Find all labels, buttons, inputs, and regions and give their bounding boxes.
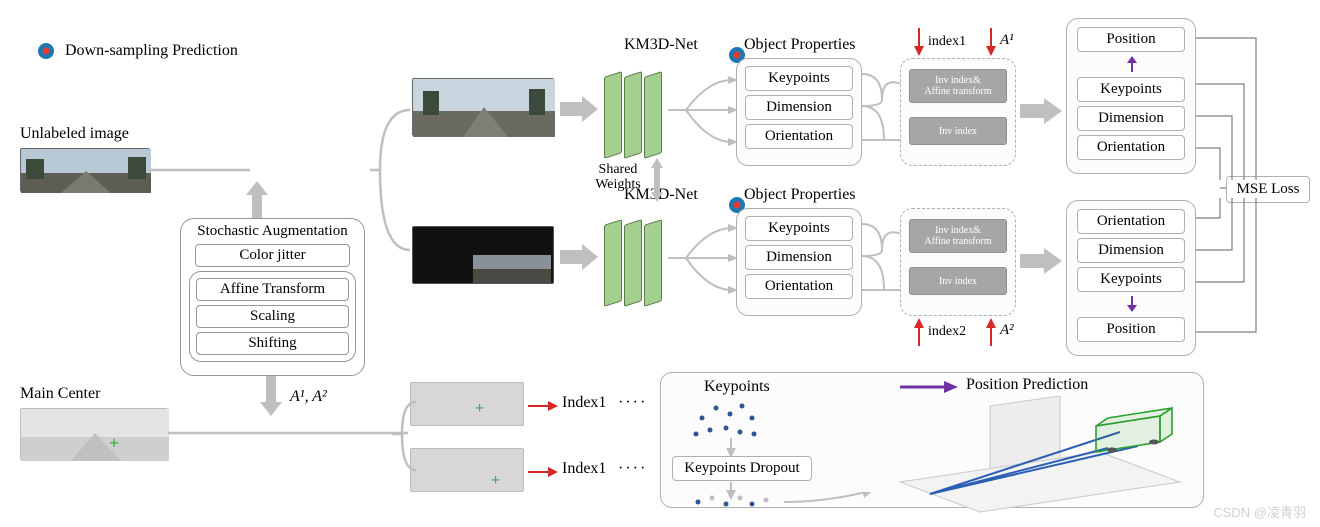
svg-text:+: +	[491, 472, 500, 489]
aug-color-jitter: Color jitter	[195, 244, 350, 267]
aug-scene-1-icon	[413, 79, 555, 137]
index1-label: index1	[928, 34, 966, 50]
red-arrow-index-1	[528, 398, 558, 414]
svg-text:+: +	[109, 433, 119, 453]
out2-position: Position	[1077, 317, 1185, 342]
index1-bottom-a-label: Index1	[562, 394, 606, 412]
index-branch-lines	[392, 384, 418, 494]
object-properties-2-label: Object Properties	[744, 186, 856, 204]
props1-orientation: Orientation	[745, 124, 853, 149]
flow-line-main-center	[168, 428, 408, 438]
stochastic-aug-title: Stochastic Augmentation	[181, 219, 364, 240]
output-2-container: Orientation Dimension Keypoints Position	[1066, 200, 1196, 356]
aug-scene-2-icon	[413, 227, 555, 285]
props2-dimension: Dimension	[745, 245, 853, 270]
inv2-affine: Inv index& Affine transform	[909, 219, 1007, 253]
km3d-net-2	[604, 208, 674, 308]
keypoints-dropout-box: Keypoints Dropout	[672, 456, 812, 481]
props2-keypoints: Keypoints	[745, 216, 853, 241]
a1a2-label: A¹, A²	[290, 388, 327, 406]
position-prediction-label: Position Prediction	[966, 376, 1088, 394]
aug-shifting: Shifting	[196, 332, 349, 355]
out2-orientation: Orientation	[1077, 209, 1185, 234]
shared-weights-label: Shared Weights	[590, 162, 646, 193]
inv-container-2: Inv index& Affine transform Inv index	[900, 208, 1016, 316]
main-center-label: Main Center	[20, 385, 100, 403]
index-thumb-2: +	[410, 448, 524, 492]
fat-arrow-out-1	[1020, 96, 1064, 126]
props1-keypoints: Keypoints	[745, 66, 853, 91]
aug-scaling: Scaling	[196, 305, 349, 328]
3d-scene	[860, 396, 1190, 516]
main-center-thumb: +	[20, 408, 168, 460]
out1-position: Position	[1077, 27, 1185, 52]
inv1-index: Inv index	[909, 117, 1007, 145]
red-up-arrow-index2	[910, 318, 928, 346]
aug-image-1	[412, 78, 554, 136]
km3d-net-1-label: KM3D-Net	[624, 36, 698, 54]
red-arrow-index-2	[528, 464, 558, 480]
out1-orientation: Orientation	[1077, 135, 1185, 160]
keypoints-panel-label: Keypoints	[704, 378, 770, 396]
down-arrow-a1a2	[256, 376, 286, 422]
purple-down-arrow-2	[1067, 296, 1197, 312]
unlabeled-image-label: Unlabeled image	[20, 125, 129, 143]
a1-sup-label: A¹	[1000, 32, 1014, 49]
road-scene-icon	[21, 149, 151, 193]
output-1-container: Position Keypoints Dimension Orientation	[1066, 18, 1196, 174]
fat-arrow-2	[560, 242, 600, 272]
index-thumb-1: +	[410, 382, 524, 426]
branch-to-props-1	[668, 60, 738, 170]
props2-orientation: Orientation	[745, 274, 853, 299]
object-properties-1-label: Object Properties	[744, 36, 856, 54]
mse-bracket-lines	[1196, 20, 1316, 360]
stochastic-aug-box: Stochastic Augmentation Color jitter Aff…	[180, 218, 365, 376]
inv2-index: Inv index	[909, 267, 1007, 295]
watermark-text: CSDN @凌青羽	[1213, 502, 1306, 521]
out1-dimension: Dimension	[1077, 106, 1185, 131]
fat-arrow-1	[560, 94, 600, 124]
props-1-container: Keypoints Dimension Orientation	[736, 58, 862, 166]
out2-dimension: Dimension	[1077, 238, 1185, 263]
fat-arrow-out-2	[1020, 246, 1064, 276]
legend-text: Down-sampling Prediction	[65, 42, 238, 60]
props-2-container: Keypoints Dimension Orientation	[736, 208, 862, 316]
ellipsis-2: ····	[618, 460, 647, 478]
gray-down-arrow-kp	[722, 438, 740, 458]
out1-keypoints: Keypoints	[1077, 77, 1185, 102]
red-up-arrow-a2	[982, 318, 1000, 346]
branch-to-props-2	[668, 208, 738, 318]
purple-right-arrow	[900, 378, 960, 396]
inv-container-1: Inv index& Affine transform Inv index	[900, 58, 1016, 166]
shared-weights-arrow	[646, 158, 668, 202]
unlabeled-image-thumb	[20, 148, 150, 192]
main-center-scene-icon: +	[21, 409, 169, 461]
red-down-arrow-index1	[910, 28, 928, 56]
out2-keypoints: Keypoints	[1077, 267, 1185, 292]
props1-dimension: Dimension	[745, 95, 853, 120]
aug-image-2	[412, 226, 554, 284]
legend-marker	[35, 40, 57, 62]
km3d-net-1	[604, 60, 674, 160]
purple-up-arrow-1	[1067, 56, 1197, 72]
index2-label: index2	[928, 324, 966, 340]
index1-bottom-b-label: Index1	[562, 460, 606, 478]
branch-lines	[370, 80, 420, 280]
svg-text:+: +	[475, 400, 484, 417]
a2-sup-label: A²	[1000, 322, 1014, 339]
kp-dots-2	[682, 490, 782, 514]
ellipsis-1: ····	[618, 394, 647, 412]
aug-affine: Affine Transform	[196, 278, 349, 301]
inv1-affine: Inv index& Affine transform	[909, 69, 1007, 103]
red-down-arrow-a1	[982, 28, 1000, 56]
